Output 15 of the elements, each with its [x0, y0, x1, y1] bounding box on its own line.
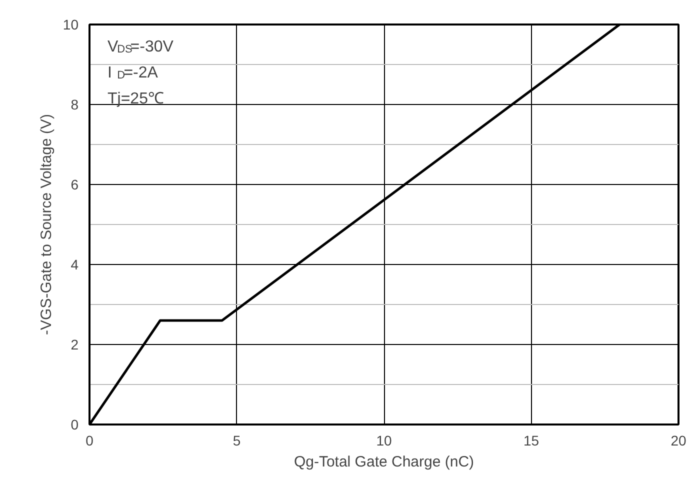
x-tick-label: 20: [670, 432, 686, 448]
y-tick-label: 0: [70, 416, 79, 432]
y-axis-title: -VGS-Gate to Source Voltage (V): [38, 114, 55, 335]
y-tick-label: 2: [70, 336, 79, 352]
y-tick-label: 4: [70, 256, 79, 272]
y-tick-label: 6: [70, 176, 79, 192]
x-tick-label: 10: [376, 432, 392, 448]
annotation: VDS=-30V: [108, 38, 174, 56]
x-axis-title: Qg-Total Gate Charge (nC): [294, 454, 474, 470]
y-tick-label: 8: [70, 96, 79, 112]
x-tick-label: 15: [523, 432, 540, 448]
annotation: Tj=25℃: [108, 90, 164, 108]
x-tick-label: 0: [86, 432, 94, 448]
y-tick-label: 10: [62, 16, 79, 32]
x-tick-label: 5: [232, 432, 241, 448]
